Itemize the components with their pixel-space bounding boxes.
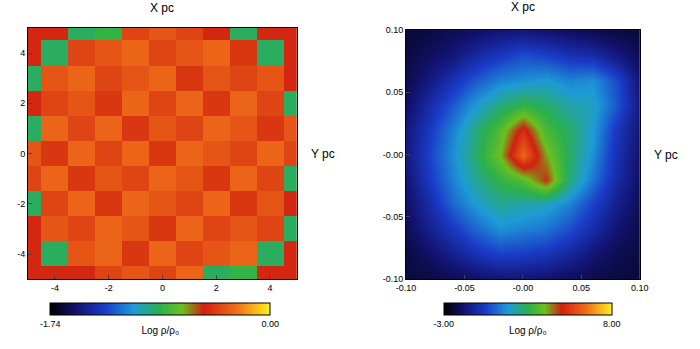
svg-text:-2: -2 (17, 199, 25, 209)
svg-text:-4: -4 (17, 249, 25, 259)
svg-text:-0.10: -0.10 (396, 283, 417, 293)
svg-text:-3.00: -3.00 (434, 319, 455, 329)
svg-text:0: 0 (20, 149, 25, 159)
svg-text:Y pc: Y pc (654, 148, 678, 162)
svg-text:-0.05: -0.05 (383, 212, 404, 222)
svg-text:0.10: 0.10 (386, 25, 404, 35)
svg-text:8.00: 8.00 (603, 319, 621, 329)
svg-text:0.10: 0.10 (631, 283, 649, 293)
svg-text:-1.74: -1.74 (40, 319, 61, 329)
svg-text:0: 0 (160, 283, 165, 293)
svg-text:-0.10: -0.10 (383, 274, 404, 284)
svg-text:0.05: 0.05 (386, 87, 404, 97)
svg-text:-2: -2 (105, 283, 113, 293)
svg-text:X pc: X pc (511, 0, 535, 14)
svg-text:2: 2 (214, 283, 219, 293)
svg-text:-0.00: -0.00 (383, 150, 404, 160)
svg-text:-0.05: -0.05 (454, 283, 475, 293)
svg-text:-4: -4 (51, 283, 59, 293)
svg-text:2: 2 (20, 98, 25, 108)
svg-text:4: 4 (267, 283, 272, 293)
svg-text:0.00: 0.00 (262, 319, 280, 329)
svg-text:Log ρ/ρ₀: Log ρ/ρ₀ (509, 325, 547, 336)
svg-text:0.05: 0.05 (573, 283, 591, 293)
svg-text:-0.00: -0.00 (513, 283, 534, 293)
svg-text:4: 4 (20, 48, 25, 58)
svg-text:Y pc: Y pc (311, 147, 335, 161)
svg-text:X pc: X pc (150, 1, 174, 15)
svg-text:Log ρ/ρ₀: Log ρ/ρ₀ (141, 325, 179, 336)
